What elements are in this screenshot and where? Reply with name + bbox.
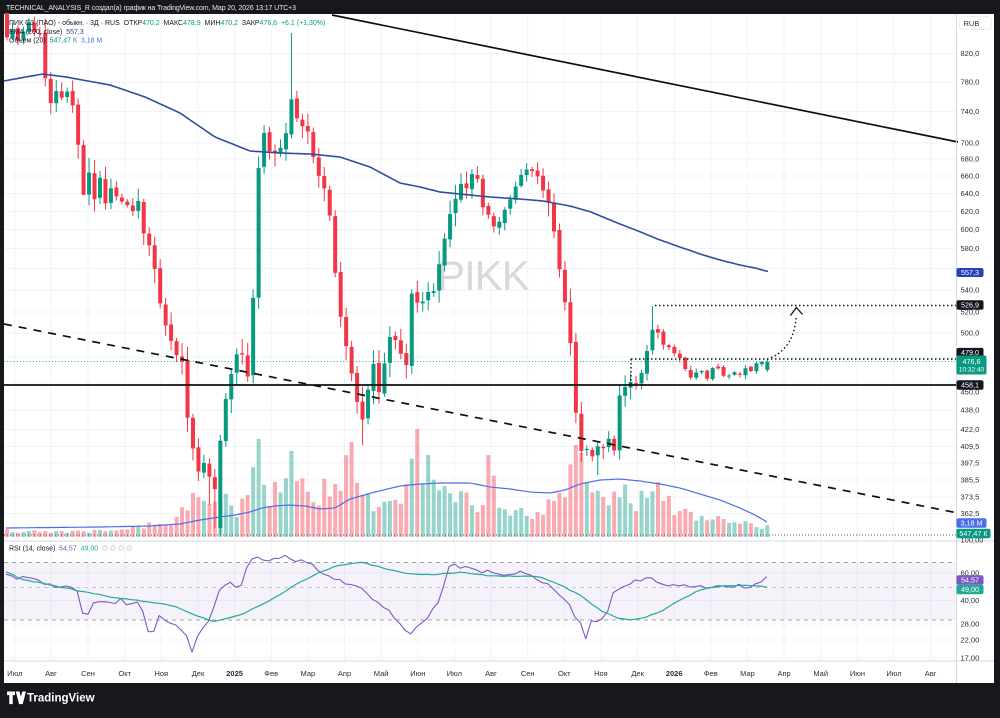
svg-text:2026: 2026 [666,669,683,678]
svg-text:28,00: 28,00 [961,620,980,629]
svg-text:520,0: 520,0 [961,308,980,317]
svg-text:450,0: 450,0 [961,388,980,397]
svg-text:680,0: 680,0 [961,155,980,164]
svg-text:Объем (20) 547,47 К 3,18 М: Объем (20) 547,47 К 3,18 М [9,37,102,45]
svg-text:660,0: 660,0 [961,172,980,181]
svg-text:Апр: Апр [338,669,351,678]
svg-text:Июл: Июл [447,669,462,678]
svg-text:362,5: 362,5 [961,509,980,518]
svg-text:780,0: 780,0 [961,78,980,87]
svg-text:373,5: 373,5 [961,493,980,502]
svg-text:PIKK: PIKK [437,252,530,299]
svg-text:40,00: 40,00 [961,596,980,605]
svg-text:600,0: 600,0 [961,225,980,234]
svg-text:409,5: 409,5 [961,442,980,451]
svg-text:Дек: Дек [631,669,644,678]
svg-text:49,00: 49,00 [961,585,979,594]
svg-text:Авг: Авг [485,669,497,678]
svg-text:Июн: Июн [850,669,865,678]
svg-text:Май: Май [374,669,389,678]
svg-text:RSI (14, close) 54,57 49,00: RSI (14, close) 54,57 49,00 ∅ ∅ ∅ ∅ [9,546,132,553]
svg-text:Мар: Мар [301,669,316,678]
svg-text:526,9: 526,9 [961,301,979,310]
svg-text:60,00: 60,00 [961,569,980,578]
svg-text:Сен: Сен [521,669,535,678]
svg-text:Июл: Июл [886,669,901,678]
svg-text:820,0: 820,0 [961,49,980,58]
svg-text:ПИК СЗ (ПАО) - обыкн. · 3Д · R: ПИК СЗ (ПАО) - обыкн. · 3Д · RUS ОТКР470… [9,19,325,27]
svg-text:458,1: 458,1 [961,381,979,390]
svg-text:640,0: 640,0 [961,189,980,198]
svg-text:Фев: Фев [264,669,278,678]
svg-text:Фев: Фев [704,669,718,678]
svg-text:54,57: 54,57 [961,576,979,585]
svg-text:438,0: 438,0 [961,406,980,415]
svg-text:10:32:40: 10:32:40 [959,367,985,374]
svg-text:Авг: Авг [925,669,937,678]
svg-text:Сен: Сен [81,669,95,678]
svg-text:397,5: 397,5 [961,459,980,468]
svg-text:Авг: Авг [45,669,57,678]
svg-text:385,5: 385,5 [961,476,980,485]
svg-text:EMA (200, close) 557,3: EMA (200, close) 557,3 [9,29,84,36]
svg-text:3,18 М: 3,18 М [961,519,983,528]
svg-text:Мар: Мар [740,669,755,678]
svg-text:620,0: 620,0 [961,207,980,216]
svg-text:2025: 2025 [226,669,243,678]
svg-text:Май: Май [813,669,828,678]
svg-text:Дек: Дек [192,669,205,678]
svg-text:Окт: Окт [118,669,131,678]
svg-text:Июн: Июн [410,669,425,678]
svg-text:Июл: Июл [7,669,22,678]
svg-text:580,0: 580,0 [961,244,980,253]
svg-text:17,00: 17,00 [961,654,980,663]
svg-text:476,6: 476,6 [963,357,981,366]
svg-text:540,0: 540,0 [961,286,980,295]
svg-text:TECHNICAL_ANALYSIS_R создал(а): TECHNICAL_ANALYSIS_R создал(а) график на… [6,5,296,12]
svg-text:479,0: 479,0 [961,348,979,357]
svg-text:Окт: Окт [558,669,571,678]
svg-text:TradingView: TradingView [27,693,95,705]
svg-text:422,0: 422,0 [961,425,980,434]
svg-text:22,00: 22,00 [961,636,980,645]
svg-text:Ноя: Ноя [154,669,168,678]
svg-text:Ноя: Ноя [594,669,608,678]
svg-text:100,00: 100,00 [961,536,984,545]
svg-text:557,3: 557,3 [961,268,979,277]
svg-text:Апр: Апр [777,669,790,678]
svg-text:RUB: RUB [964,19,980,28]
svg-text:500,0: 500,0 [961,329,980,338]
svg-text:700,0: 700,0 [961,139,980,148]
svg-text:740,0: 740,0 [961,107,980,116]
svg-text:547,47 К: 547,47 К [959,529,988,538]
